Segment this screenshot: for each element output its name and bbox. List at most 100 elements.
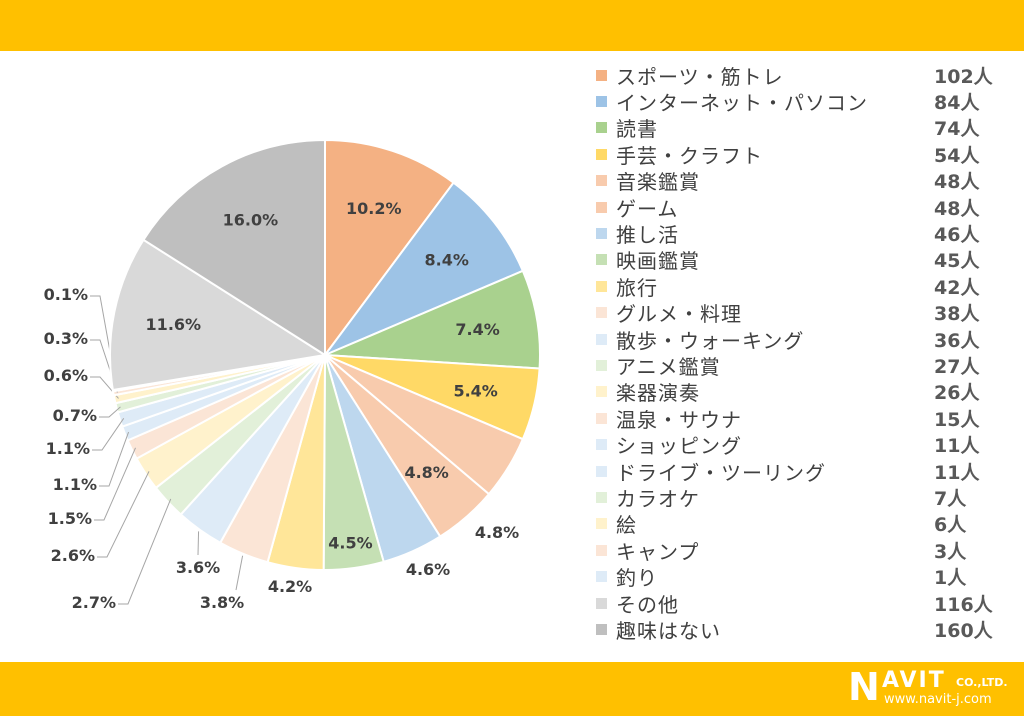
legend-item: 絵 6人: [596, 511, 996, 537]
slice-percent-label: 0.1%: [44, 285, 88, 304]
legend-label: 旅行: [616, 275, 658, 300]
legend-swatch: [596, 201, 607, 213]
slice-percent-label: 4.8%: [475, 523, 519, 542]
pie-chart: 10.2% 8.4% 7.4% 5.4% 4.8% 4.8% 4.6% 4.5% 4.2% 3.8…: [44, 138, 541, 612]
legend-swatch: [596, 544, 607, 556]
pie-slice: [321, 181, 525, 358]
legend-swatch: [596, 623, 607, 635]
top-banner: [0, 0, 1024, 51]
legend-swatch: [596, 69, 607, 81]
legend-swatch: [596, 597, 607, 609]
legend-label: ドライブ・ツーリング: [616, 460, 826, 485]
legend-item: 手芸・クラフト 54人: [596, 141, 996, 168]
legend-swatch: [596, 386, 607, 398]
leader-line: [94, 447, 136, 521]
slice-percent-label: 4.8%: [404, 463, 448, 482]
legend-swatch: [596, 254, 607, 266]
legend-swatch: [596, 96, 607, 108]
legend-swatch: [596, 280, 607, 292]
legend-count: 48人: [934, 171, 980, 194]
legend-count: 3人: [934, 540, 967, 563]
leader-line: [99, 406, 121, 418]
legend-swatch: [596, 333, 607, 345]
slice-percent-label: 8.4%: [425, 250, 469, 269]
chart-legend: スポーツ・筋トレ 102人インターネット・パソコン 84人 読書 74人 手芸・クラフト 5…: [596, 62, 996, 643]
pie-slice: [324, 138, 455, 359]
legend-count: 11人: [934, 435, 980, 458]
legend-swatch: [596, 571, 607, 583]
legend-item: 釣り 1人: [596, 563, 996, 591]
legend-swatch: [596, 412, 607, 424]
legend-label: その他: [616, 592, 679, 617]
legend-item: 楽器演奏 26人: [596, 379, 996, 405]
legend-label: 釣り: [616, 566, 658, 591]
legend-item: その他 116人: [596, 590, 996, 617]
legend-swatch: [596, 465, 607, 477]
legend-label: 絵: [616, 513, 637, 538]
logo-suffix: CO.,LTD.: [956, 676, 1008, 689]
legend-item: ドライブ・ツーリング 11人: [596, 458, 996, 485]
legend-count: 102人: [934, 65, 993, 88]
slice-percent-label: 4.6%: [406, 560, 450, 579]
slice-percent-label: 3.6%: [176, 558, 220, 577]
legend-label: 映画鑑賞: [616, 249, 700, 274]
legend-swatch: [596, 122, 607, 134]
legend-label: ショッピング: [616, 434, 742, 459]
legend-count: 74人: [934, 118, 980, 141]
legend-item: 読書 74人: [596, 115, 996, 141]
legend-label: カラオケ: [616, 486, 700, 511]
legend-count: 15人: [934, 408, 980, 431]
leader-line: [99, 431, 130, 487]
legend-label: 推し活: [616, 223, 679, 248]
legend-item: グルメ・料理 38人: [596, 300, 996, 326]
legend-item: 温泉・サウナ 15人: [596, 405, 996, 432]
legend-count: 38人: [934, 303, 980, 326]
legend-swatch: [596, 175, 607, 187]
slice-percent-label: 3.8%: [200, 593, 244, 612]
legend-count: 48人: [934, 197, 980, 220]
legend-label: ゲーム: [616, 196, 679, 221]
slice-percent-label: 16.0%: [223, 210, 279, 229]
legend-label: インターネット・パソコン: [616, 91, 868, 116]
legend-item: 音楽鑑賞 48人: [596, 168, 996, 194]
legend-label: 趣味はない: [616, 618, 721, 643]
legend-swatch: [596, 518, 607, 530]
legend-item: ショッピング 11人: [596, 431, 996, 459]
legend-swatch: [596, 307, 607, 319]
legend-count: 45人: [934, 250, 980, 273]
slice-percent-label: 2.7%: [72, 593, 116, 612]
legend-item: インターネット・パソコン 84人: [596, 88, 996, 116]
legend-count: 46人: [934, 224, 980, 247]
legend-item: 旅行 42人: [596, 273, 996, 300]
legend-item: ゲーム 48人: [596, 194, 996, 221]
legend-count: 116人: [934, 593, 993, 616]
legend-item: 散歩・ウォーキング 36人: [596, 326, 996, 353]
legend-item: アニメ鑑賞 27人: [596, 352, 996, 379]
legend-label: 手芸・クラフト: [616, 143, 763, 168]
legend-swatch: [596, 359, 607, 371]
slice-percent-label: 0.3%: [44, 329, 88, 348]
legend-count: 84人: [934, 92, 980, 115]
slice-percent-label: 1.1%: [46, 439, 90, 458]
legend-label: スポーツ・筋トレ: [616, 64, 784, 89]
slice-percent-label: 1.1%: [53, 475, 97, 494]
slice-percent-label: 5.4%: [453, 382, 497, 401]
legend-label: 温泉・サウナ: [616, 407, 742, 432]
leader-line: [92, 418, 125, 451]
pie-slice: [324, 269, 541, 370]
legend-swatch: [596, 228, 607, 240]
logo-name: AVIT: [882, 668, 946, 693]
legend-count: 6人: [934, 514, 967, 537]
legend-swatch: [596, 439, 607, 451]
legend-count: 11人: [934, 461, 980, 484]
legend-item: キャンプ 3人: [596, 537, 996, 564]
slice-percent-label: 0.7%: [53, 406, 97, 425]
legend-count: 7人: [934, 487, 967, 510]
leader-line: [235, 555, 244, 591]
legend-label: アニメ鑑賞: [616, 355, 721, 379]
legend-label: グルメ・料理: [616, 302, 742, 327]
legend-label: キャンプ: [616, 539, 700, 564]
legend-count: 42人: [934, 276, 980, 299]
legend-swatch: [596, 491, 607, 503]
legend-count: 27人: [934, 355, 980, 378]
